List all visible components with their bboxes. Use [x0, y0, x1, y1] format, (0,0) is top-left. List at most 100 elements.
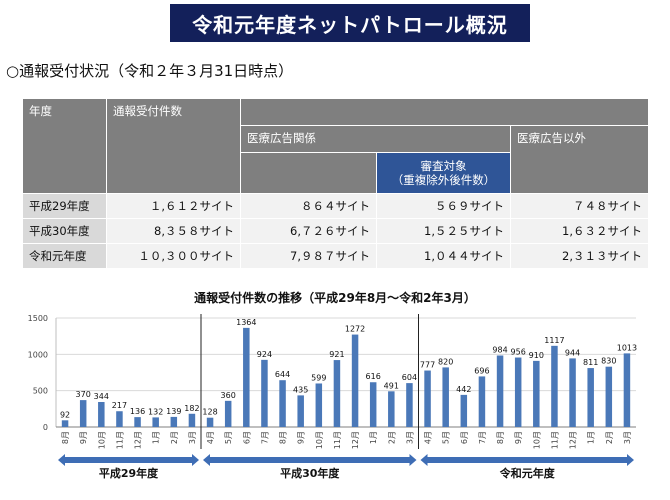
- bar: [152, 417, 159, 427]
- bar: [623, 353, 631, 427]
- header-ad: 医療広告関係: [240, 125, 511, 153]
- x-tick-label: 1月: [152, 431, 161, 444]
- bar: [98, 402, 105, 427]
- data-label: 370: [76, 390, 91, 399]
- data-label: 1013: [617, 343, 637, 352]
- data-label: 696: [474, 366, 489, 375]
- bar: [569, 358, 576, 427]
- bar: [333, 360, 341, 427]
- x-tick-label: 1月: [369, 431, 378, 444]
- bar: [533, 360, 540, 427]
- cell-nonad: 2,３１３サイト: [509, 243, 650, 269]
- bar: [315, 383, 323, 427]
- row-year: 平成29年度: [22, 193, 107, 219]
- x-tick-label: 12月: [569, 431, 578, 449]
- bar: [170, 416, 178, 427]
- row-year: 平成30年度: [22, 218, 107, 244]
- cell-review: ５６９サイト: [376, 193, 511, 219]
- y-tick-label: 500: [33, 387, 48, 396]
- cell-ad: 6,７２６サイト: [240, 218, 377, 244]
- table-row: 令和元年度 １０,３００サイト 7,９８７サイト 1,０４４サイト 2,３１３サ…: [22, 243, 650, 269]
- cell-total: １,６１２サイト: [106, 193, 241, 219]
- data-label: 217: [112, 401, 127, 410]
- data-label: 599: [311, 373, 326, 382]
- x-tick-label: 11月: [333, 431, 342, 449]
- x-tick-label: 2月: [170, 431, 179, 444]
- x-tick-label: 10月: [97, 431, 106, 449]
- data-label: 944: [565, 348, 580, 357]
- x-tick-label: 7月: [478, 431, 487, 444]
- data-label: 132: [148, 407, 163, 416]
- bar: [514, 357, 522, 427]
- bar: [261, 359, 268, 427]
- table-header-row: 医療広告関係 医療広告以外: [23, 125, 650, 194]
- data-label: 956: [511, 348, 526, 357]
- x-tick-label: 5月: [442, 431, 451, 444]
- x-tick-label: 5月: [224, 431, 233, 444]
- period-arrow: [420, 454, 634, 466]
- data-label: 435: [293, 385, 308, 394]
- data-label: 604: [402, 373, 417, 382]
- x-tick-label: 10月: [532, 431, 541, 449]
- bar: [351, 334, 359, 427]
- period-label: 令和元年度: [499, 466, 556, 480]
- table-row: 平成29年度 １,６１２サイト ８６４サイト ５６９サイト ７４８サイト: [22, 193, 650, 219]
- x-tick-label: 8月: [496, 431, 505, 444]
- data-label: 924: [257, 350, 272, 359]
- table-header-row: 年度 通報受付件数: [22, 98, 650, 194]
- x-tick-label: 8月: [61, 431, 70, 444]
- row-year: 令和元年度: [22, 243, 107, 269]
- x-tick-label: 9月: [514, 431, 523, 444]
- header-blank: [239, 98, 650, 126]
- x-tick-label: 10月: [315, 431, 324, 449]
- x-tick-label: 11月: [115, 431, 124, 449]
- bar: [134, 417, 141, 427]
- summary-table: 年度 通報受付件数 医療広告関係 医療広告以外 審査対象 （重複除外後件数） 平…: [22, 98, 650, 269]
- period-arrow: [58, 454, 199, 466]
- data-label: 1364: [236, 318, 256, 327]
- x-tick-label: 12月: [134, 431, 143, 449]
- cell-ad: 7,９８７サイト: [240, 243, 377, 269]
- bar: [206, 417, 214, 427]
- bar: [279, 380, 286, 427]
- header-review-line2: （重複除外後件数）: [391, 173, 496, 187]
- x-tick-label: 7月: [260, 431, 269, 444]
- data-label: 910: [529, 351, 544, 360]
- bar: [243, 327, 250, 427]
- header-review-line1: 審査対象: [420, 159, 467, 173]
- data-label: 360: [221, 391, 236, 400]
- x-tick-label: 8月: [279, 431, 288, 444]
- x-tick-label: 9月: [297, 431, 306, 444]
- bar: [496, 355, 504, 427]
- cell-ad: ８６４サイト: [240, 193, 377, 219]
- data-label: 820: [438, 357, 453, 366]
- cell-total: 8,３５８サイト: [106, 218, 241, 244]
- data-label: 344: [94, 392, 109, 401]
- x-tick-label: 12月: [351, 431, 360, 449]
- data-label: 491: [384, 381, 399, 390]
- cell-total: １０,３００サイト: [106, 243, 241, 269]
- page-title: 令和元年度ネットパトロール概況: [170, 4, 530, 42]
- x-tick-label: 9月: [79, 431, 88, 444]
- data-label: 984: [492, 345, 507, 354]
- bar: [388, 391, 395, 427]
- data-label: 644: [275, 370, 290, 379]
- x-tick-label: 4月: [424, 431, 433, 444]
- x-tick-label: 1月: [587, 431, 596, 444]
- bar: [116, 411, 123, 427]
- x-tick-label: 3月: [623, 431, 632, 444]
- bar: [424, 370, 431, 427]
- table-row: 平成30年度 8,３５８サイト 6,７２６サイト 1,５２５サイト 1,６３２サ…: [22, 218, 650, 244]
- y-tick-label: 0: [43, 423, 48, 432]
- cell-nonad: ７４８サイト: [509, 193, 650, 219]
- x-tick-label: 3月: [405, 431, 414, 444]
- y-tick-label: 1000: [28, 350, 48, 359]
- header-ad-spacer: [240, 152, 377, 194]
- bar: [460, 394, 468, 427]
- bar: [188, 413, 196, 427]
- x-tick-label: 2月: [387, 431, 396, 444]
- x-tick-label: 11月: [550, 431, 559, 449]
- x-tick-label: 6月: [460, 431, 469, 444]
- x-tick-label: 3月: [188, 431, 197, 444]
- data-label: 136: [130, 407, 145, 416]
